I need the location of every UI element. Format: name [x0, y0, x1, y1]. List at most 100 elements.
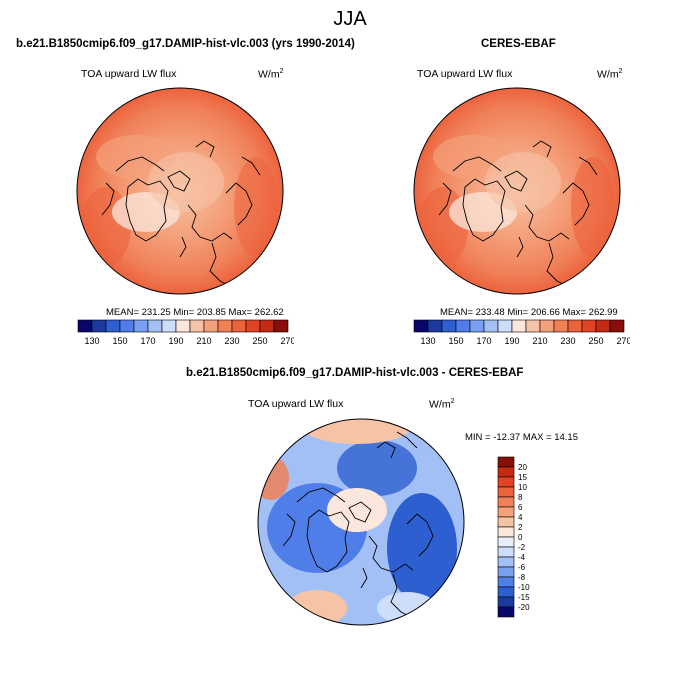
colorbar-box: [497, 496, 515, 508]
colorbar-tick-label: 230: [224, 336, 239, 346]
colorbar-box: [609, 319, 625, 333]
colorbar-tick-label: 15: [518, 473, 527, 482]
flux-patch: [571, 157, 615, 257]
colorbar-box: [525, 319, 541, 333]
panel-3-variable-label: TOA upward LW flux: [248, 398, 344, 410]
colorbar-tick-label: -2: [518, 543, 526, 552]
colorbar-tick-label: -8: [518, 573, 526, 582]
panel-3-stats: MIN = -12.37 MAX = 14.15: [465, 432, 579, 443]
map-boundary: [413, 87, 621, 295]
difference-polar-map: [257, 418, 465, 626]
panel-2-title: CERES-EBAF: [481, 38, 556, 50]
colorbar-box: [497, 456, 515, 468]
colorbar-tick-label: 20: [518, 463, 527, 472]
colorbar-tick-label: 270: [616, 336, 630, 346]
panel-1-variable-label: TOA upward LW flux: [81, 68, 177, 80]
colorbar-tick-label: 6: [518, 503, 523, 512]
colorbar-box: [91, 319, 107, 333]
colorbar-box: [231, 319, 247, 333]
colorbar-box: [497, 486, 515, 498]
colorbar-tick-label: -10: [518, 583, 530, 592]
colorbar-box: [217, 319, 233, 333]
colorbar-box: [441, 319, 457, 333]
colorbar-box: [497, 526, 515, 538]
colorbar-box: [497, 536, 515, 548]
obs-polar-map: [413, 87, 621, 295]
panel-2-variable-label: TOA upward LW flux: [417, 68, 513, 80]
panel-3-unit-label: W/m2: [429, 398, 455, 411]
colorbar-box: [273, 319, 289, 333]
colorbar-tick-label: 130: [420, 336, 435, 346]
colorbar-box: [77, 319, 93, 333]
colorbar-box: [175, 319, 191, 333]
weak-bias-patch: [377, 592, 437, 624]
coastlines: [101, 140, 261, 288]
colorbar-box: [413, 319, 429, 333]
colorbar-box: [567, 319, 583, 333]
colorbar-tick-label: 190: [168, 336, 183, 346]
map-boundary: [257, 418, 465, 626]
arctic-ocean-flux: [148, 152, 224, 212]
colorbar-box: [497, 576, 515, 588]
colorbar-box: [497, 596, 515, 608]
map-boundary: [76, 87, 284, 295]
colorbar-tick-label: -20: [518, 603, 530, 612]
colorbar-tick-label: 0: [518, 533, 523, 542]
arctic-bias-patch: [327, 488, 387, 532]
colorbar-tick-label: 4: [518, 513, 523, 522]
colorbar-box: [119, 319, 135, 333]
colorbar-box: [581, 319, 597, 333]
colorbar-box: [161, 319, 177, 333]
negative-bias-patch: [337, 440, 417, 496]
negative-bias-patch: [387, 493, 457, 603]
colorbar-box: [455, 319, 471, 333]
colorbar-box: [497, 586, 515, 598]
colorbar-box: [105, 319, 121, 333]
panel-1-unit-label: W/m2: [258, 68, 284, 81]
colorbar-box: [595, 319, 611, 333]
colorbar-box: [259, 319, 275, 333]
colorbar-tick-label: 210: [532, 336, 547, 346]
panel-1-title: b.e21.B1850cmip6.f09_g17.DAMIP-hist-vlc.…: [16, 38, 355, 50]
colorbar-tick-label: -6: [518, 563, 526, 572]
colorbar-tick-label: 250: [252, 336, 267, 346]
colorbar-model: 130 150 170 190 210 230 250 270: [77, 319, 294, 346]
colorbar-tick-label: 190: [504, 336, 519, 346]
colorbar-tick-label: 130: [84, 336, 99, 346]
colorbar-tick-label: -15: [518, 593, 530, 602]
model-polar-map: [76, 87, 284, 295]
colorbar-tick-label: 250: [588, 336, 603, 346]
colorbar-box: [497, 606, 515, 618]
figure-title: JJA: [333, 8, 367, 30]
panel-2-unit-label: W/m2: [597, 68, 623, 81]
colorbar-tick-label: 150: [112, 336, 127, 346]
colorbar-box: [511, 319, 527, 333]
colorbar-box: [245, 319, 261, 333]
coastlines: [282, 431, 434, 619]
colorbar-box: [553, 319, 569, 333]
arctic-ocean-flux: [485, 152, 561, 212]
colorbar-box: [189, 319, 205, 333]
colorbar-box: [497, 506, 515, 518]
colorbar-box: [469, 319, 485, 333]
colorbar-box: [497, 556, 515, 568]
colorbar-obs: 130 150 170 190 210 230 250 270: [413, 319, 630, 346]
colorbar-tick-label: 270: [280, 336, 294, 346]
flux-patch: [234, 157, 278, 257]
colorbar-box: [497, 466, 515, 478]
colorbar-tick-label: 10: [518, 483, 527, 492]
colorbar-tick-label: 150: [448, 336, 463, 346]
colorbar-box: [483, 319, 499, 333]
coastlines: [438, 140, 598, 288]
colorbar-box: [497, 546, 515, 558]
colorbar-box: [427, 319, 443, 333]
colorbar-tick-label: -4: [518, 553, 526, 562]
colorbar-box: [203, 319, 219, 333]
colorbar-tick-label: 230: [560, 336, 575, 346]
colorbar-tick-label: 2: [518, 523, 523, 532]
colorbar-tick-label: 8: [518, 493, 523, 502]
colorbar-box: [133, 319, 149, 333]
colorbar-tick-label: 170: [140, 336, 155, 346]
positive-bias-patch: [287, 590, 347, 625]
